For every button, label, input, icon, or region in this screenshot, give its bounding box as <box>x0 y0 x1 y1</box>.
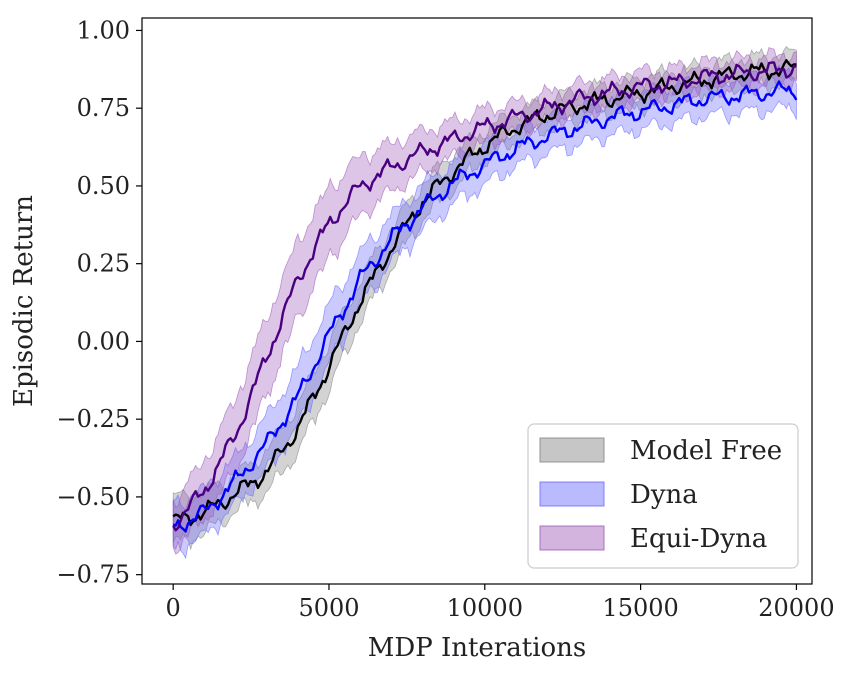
legend-label: Equi-Dyna <box>630 524 767 554</box>
legend-label: Dyna <box>630 480 698 510</box>
legend-label: Model Free <box>630 436 782 466</box>
x-tick-label: 5000 <box>298 594 359 622</box>
line-equi-dyna <box>172 61 797 532</box>
y-tick-label: −0.25 <box>56 405 130 433</box>
legend-swatch <box>539 481 605 507</box>
x-tick-label: 15000 <box>602 594 678 622</box>
y-tick-label: 0.50 <box>77 172 130 200</box>
y-axis-label: Episodic Return <box>9 195 39 407</box>
x-tick-label: 20000 <box>758 594 834 622</box>
legend: Model Free Dyna Equi-Dyna <box>527 423 799 569</box>
band-dyna <box>172 64 797 560</box>
band-equi-dyna <box>172 46 797 555</box>
x-tick-label: 10000 <box>447 594 523 622</box>
line-model-free <box>172 59 797 527</box>
x-axis-label: MDP Interations <box>368 633 587 663</box>
y-tick-label: 0.75 <box>77 94 130 122</box>
y-tick-label: 0.00 <box>77 327 130 355</box>
confidence-bands <box>172 45 797 560</box>
line-dyna <box>172 80 798 533</box>
y-tick-label: 0.25 <box>77 250 130 278</box>
y-tick-label: 1.00 <box>77 16 130 44</box>
y-tick-label: −0.75 <box>56 561 130 589</box>
axis-ticks: 0 5000 10000 15000 20000 1.00 0.75 0.50 0.25 0.00… <box>56 16 834 622</box>
series-lines <box>172 59 798 533</box>
plot-frame <box>141 17 813 585</box>
y-tick-label: −0.50 <box>56 483 130 511</box>
legend-swatch <box>539 525 605 551</box>
legend-swatch <box>539 437 605 463</box>
x-tick-label: 0 <box>166 594 181 622</box>
legend-box <box>527 423 799 569</box>
